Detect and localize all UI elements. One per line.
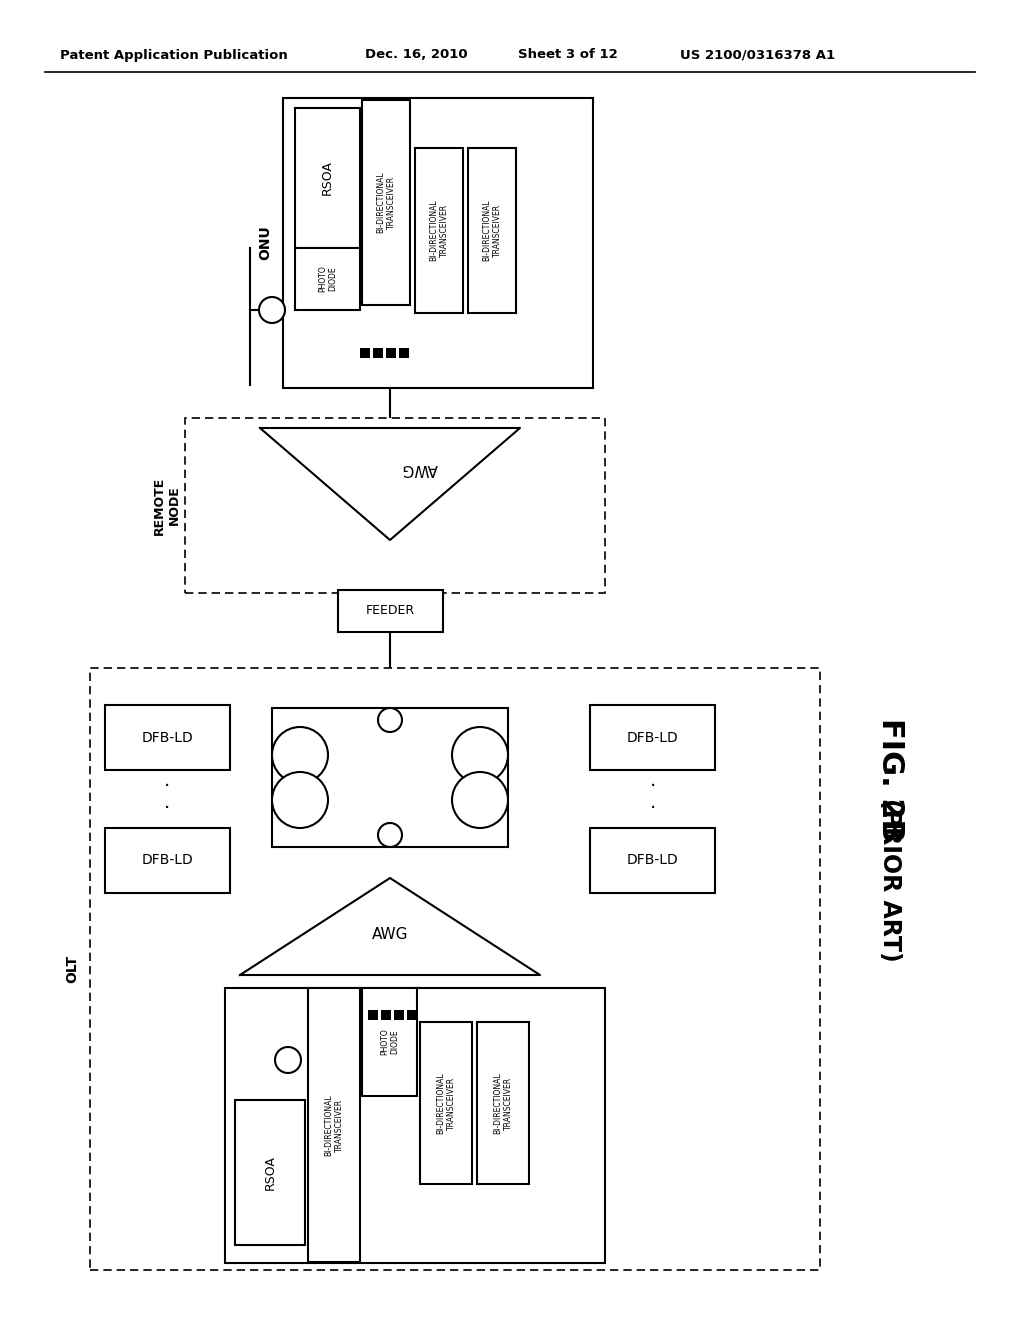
Text: DFB-LD: DFB-LD: [627, 730, 678, 744]
Bar: [381, 1010, 391, 1020]
Text: RSOA: RSOA: [321, 161, 334, 195]
Bar: [295, 248, 360, 310]
Text: FEEDER: FEEDER: [366, 605, 415, 618]
Text: AWG: AWG: [372, 927, 409, 942]
Text: Patent Application Publication: Patent Application Publication: [60, 49, 288, 62]
Text: ·
·: · ·: [649, 777, 655, 818]
Circle shape: [259, 297, 285, 323]
Bar: [399, 348, 409, 358]
Circle shape: [272, 772, 328, 828]
Circle shape: [378, 708, 402, 733]
Bar: [373, 348, 383, 358]
Text: DFB-LD: DFB-LD: [141, 730, 194, 744]
Text: BI-DIRECTIONAL
TRANSCEIVER: BI-DIRECTIONAL TRANSCEIVER: [436, 1072, 456, 1134]
Bar: [360, 348, 370, 358]
Bar: [420, 1022, 472, 1184]
Text: BI-DIRECTIONAL
TRANSCEIVER: BI-DIRECTIONAL TRANSCEIVER: [429, 199, 449, 261]
Bar: [338, 590, 442, 632]
Text: ONU: ONU: [258, 226, 272, 260]
Text: REMOTE
NODE: REMOTE NODE: [153, 477, 181, 535]
Text: Sheet 3 of 12: Sheet 3 of 12: [518, 49, 617, 62]
Text: US 2100/0316378 A1: US 2100/0316378 A1: [680, 49, 836, 62]
Text: AWG: AWG: [401, 462, 438, 477]
Circle shape: [272, 727, 328, 783]
Bar: [272, 708, 508, 847]
Text: (PRIOR ART): (PRIOR ART): [878, 799, 902, 962]
Circle shape: [378, 822, 402, 847]
Text: BI-DIRECTIONAL
TRANSCEIVER: BI-DIRECTIONAL TRANSCEIVER: [325, 1094, 344, 1156]
Bar: [90, 668, 820, 1270]
Bar: [185, 418, 605, 593]
Bar: [415, 148, 463, 313]
Bar: [477, 1022, 529, 1184]
Bar: [386, 348, 396, 358]
Text: FIG. 2B: FIG. 2B: [876, 718, 904, 842]
Text: RSOA: RSOA: [263, 1155, 276, 1189]
Circle shape: [452, 772, 508, 828]
Bar: [407, 1010, 417, 1020]
Bar: [234, 1100, 305, 1245]
Text: BI-DIRECTIONAL
TRANSCEIVER: BI-DIRECTIONAL TRANSCEIVER: [376, 172, 395, 234]
Bar: [308, 987, 360, 1262]
Bar: [362, 987, 417, 1096]
Text: BI-DIRECTIONAL
TRANSCEIVER: BI-DIRECTIONAL TRANSCEIVER: [494, 1072, 513, 1134]
Bar: [283, 98, 593, 388]
Circle shape: [452, 727, 508, 783]
Bar: [362, 100, 410, 305]
Circle shape: [275, 1047, 301, 1073]
Text: PHOTO
DIODE: PHOTO DIODE: [317, 265, 337, 292]
Text: OLT: OLT: [65, 954, 79, 983]
Text: PHOTO
DIODE: PHOTO DIODE: [380, 1028, 399, 1056]
Bar: [468, 148, 516, 313]
Text: ·
·: · ·: [165, 777, 171, 818]
Bar: [295, 108, 360, 248]
Bar: [590, 828, 715, 894]
Text: DFB-LD: DFB-LD: [627, 854, 678, 867]
Bar: [368, 1010, 378, 1020]
Text: BI-DIRECTIONAL
TRANSCEIVER: BI-DIRECTIONAL TRANSCEIVER: [482, 199, 502, 261]
Bar: [225, 987, 605, 1263]
Text: DFB-LD: DFB-LD: [141, 854, 194, 867]
Bar: [394, 1010, 404, 1020]
Bar: [590, 705, 715, 770]
Bar: [105, 705, 230, 770]
Bar: [105, 828, 230, 894]
Text: Dec. 16, 2010: Dec. 16, 2010: [365, 49, 468, 62]
